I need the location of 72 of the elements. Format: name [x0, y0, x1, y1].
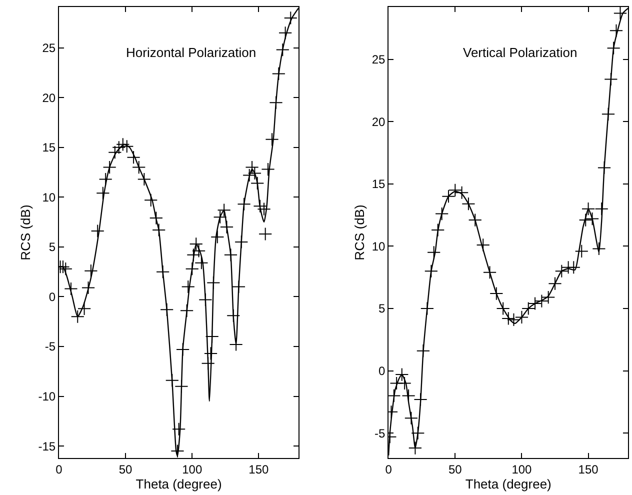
- point: [468, 213, 482, 227]
- y-tick-label: 10: [42, 190, 56, 204]
- point: [601, 107, 616, 121]
- point: [597, 160, 612, 175]
- point: [404, 411, 418, 425]
- point: [542, 290, 556, 304]
- y-axis-title: RCS (dB): [352, 204, 367, 260]
- y-tick-label: 15: [372, 177, 386, 192]
- point: [502, 312, 516, 326]
- point: [431, 223, 445, 237]
- point: [585, 212, 600, 226]
- point: [496, 302, 510, 316]
- point: [435, 207, 449, 221]
- point: [548, 276, 562, 290]
- point: [554, 264, 568, 278]
- y-tick-label: 5: [48, 240, 56, 254]
- point: [566, 260, 580, 274]
- point: [506, 312, 521, 327]
- y-tick-label: -10: [38, 389, 56, 404]
- point: [416, 344, 430, 358]
- y-tick-label: 5: [378, 302, 386, 316]
- point: [427, 246, 441, 260]
- y-tick-label: 0: [378, 364, 386, 378]
- point: [578, 213, 592, 227]
- y-tick-label: 20: [372, 114, 386, 129]
- point: [476, 238, 490, 252]
- point: [424, 264, 438, 278]
- text: Vertical Polarization: [463, 45, 578, 60]
- point: [592, 242, 606, 256]
- x-tick-label: 150: [248, 462, 270, 476]
- x-tick-label: 100: [512, 462, 532, 476]
- point: [514, 310, 529, 324]
- point: [411, 426, 425, 440]
- point: [490, 286, 504, 300]
- point: [594, 202, 608, 216]
- point: [522, 302, 536, 316]
- y-tick-label: 10: [372, 239, 386, 254]
- point: [462, 197, 476, 211]
- y-tick-label: -5: [374, 426, 386, 440]
- point: [609, 24, 624, 38]
- text: Horizontal Polarization: [126, 45, 256, 60]
- point: [482, 266, 497, 280]
- y-tick-label: 20: [42, 90, 56, 105]
- x-axis-title: Theta (degree): [465, 476, 552, 492]
- y-tick-label: 15: [42, 140, 56, 155]
- point: [408, 441, 422, 455]
- x-tick-label: 150: [578, 462, 599, 476]
- x-tick-label: 50: [118, 462, 133, 476]
- point: [534, 294, 548, 308]
- x-tick-label: 100: [182, 462, 202, 476]
- x-axis-title: Theta (degree): [136, 476, 222, 492]
- y-tick-label: 0: [48, 290, 56, 304]
- y-tick-label: 25: [372, 52, 386, 67]
- point: [395, 368, 409, 382]
- point: [581, 202, 596, 216]
- x-tick-label: 50: [448, 462, 462, 476]
- point: [606, 41, 620, 55]
- point: [448, 183, 462, 197]
- y-axis-title: RCS (dB): [18, 204, 34, 260]
- point: [574, 244, 588, 258]
- y-tick-label: 25: [42, 41, 56, 56]
- point: [442, 190, 456, 204]
- y-tick-label: -15: [38, 439, 56, 454]
- point: [604, 72, 618, 86]
- y-tick-label: -5: [44, 340, 56, 354]
- point: [613, 7, 628, 20]
- point: [455, 186, 469, 200]
- point: [398, 376, 412, 390]
- point: [402, 388, 416, 403]
- point: [528, 296, 542, 310]
- point: [420, 302, 434, 316]
- point: [388, 388, 401, 403]
